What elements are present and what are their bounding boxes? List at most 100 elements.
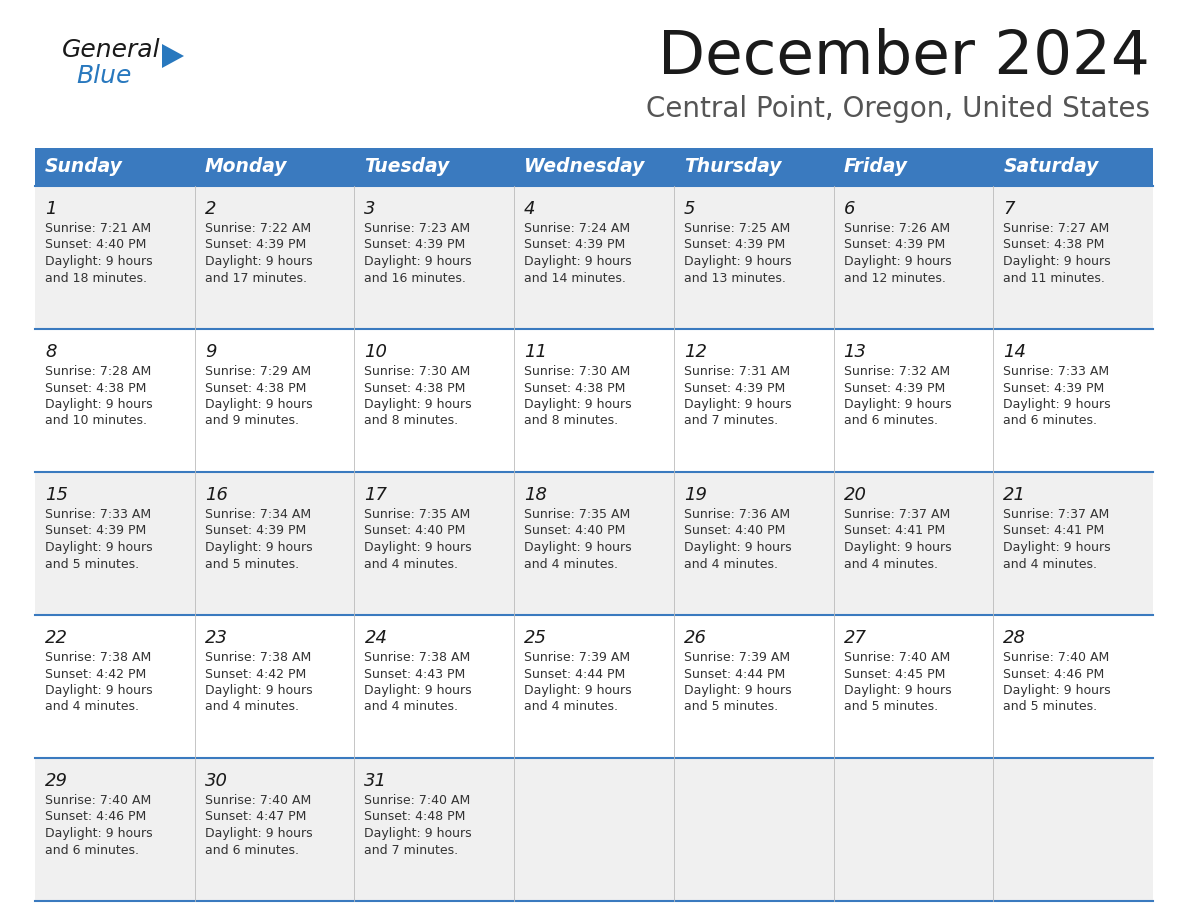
Text: Sunrise: 7:38 AM: Sunrise: 7:38 AM: [365, 651, 470, 664]
Text: 13: 13: [843, 343, 866, 361]
Text: Sunrise: 7:40 AM: Sunrise: 7:40 AM: [1004, 651, 1110, 664]
Text: Daylight: 9 hours: Daylight: 9 hours: [365, 827, 472, 840]
Text: Daylight: 9 hours: Daylight: 9 hours: [365, 398, 472, 411]
Text: and 6 minutes.: and 6 minutes.: [45, 844, 139, 856]
Text: Daylight: 9 hours: Daylight: 9 hours: [204, 827, 312, 840]
Text: Sunset: 4:39 PM: Sunset: 4:39 PM: [684, 382, 785, 395]
Text: Sunset: 4:43 PM: Sunset: 4:43 PM: [365, 667, 466, 680]
Text: and 4 minutes.: and 4 minutes.: [524, 700, 618, 713]
Text: Sunrise: 7:39 AM: Sunrise: 7:39 AM: [524, 651, 631, 664]
Text: 19: 19: [684, 486, 707, 504]
Bar: [34, 758, 1154, 901]
Text: Daylight: 9 hours: Daylight: 9 hours: [204, 255, 312, 268]
Text: Sunset: 4:41 PM: Sunset: 4:41 PM: [1004, 524, 1105, 538]
Text: and 5 minutes.: and 5 minutes.: [684, 700, 778, 713]
Bar: [834, 148, 993, 186]
Text: and 4 minutes.: and 4 minutes.: [365, 557, 459, 570]
Text: Sunset: 4:44 PM: Sunset: 4:44 PM: [524, 667, 625, 680]
Text: Daylight: 9 hours: Daylight: 9 hours: [1004, 398, 1111, 411]
Text: Daylight: 9 hours: Daylight: 9 hours: [524, 541, 632, 554]
Text: and 4 minutes.: and 4 minutes.: [524, 557, 618, 570]
Text: Sunset: 4:38 PM: Sunset: 4:38 PM: [524, 382, 626, 395]
Text: 1: 1: [45, 200, 57, 218]
Text: and 12 minutes.: and 12 minutes.: [843, 272, 946, 285]
Text: 14: 14: [1004, 343, 1026, 361]
Text: Daylight: 9 hours: Daylight: 9 hours: [204, 684, 312, 697]
Text: and 6 minutes.: and 6 minutes.: [1004, 415, 1098, 428]
Text: 24: 24: [365, 629, 387, 647]
Text: Sunset: 4:38 PM: Sunset: 4:38 PM: [204, 382, 307, 395]
Text: and 10 minutes.: and 10 minutes.: [45, 415, 147, 428]
Text: Sunrise: 7:39 AM: Sunrise: 7:39 AM: [684, 651, 790, 664]
Text: Daylight: 9 hours: Daylight: 9 hours: [524, 684, 632, 697]
Text: Sunset: 4:41 PM: Sunset: 4:41 PM: [843, 524, 944, 538]
Text: Sunset: 4:39 PM: Sunset: 4:39 PM: [684, 239, 785, 252]
Text: Blue: Blue: [76, 64, 132, 88]
Text: Sunrise: 7:26 AM: Sunrise: 7:26 AM: [843, 222, 949, 235]
Text: Sunset: 4:42 PM: Sunset: 4:42 PM: [204, 667, 307, 680]
Text: Friday: Friday: [843, 158, 908, 176]
Text: Sunset: 4:39 PM: Sunset: 4:39 PM: [1004, 382, 1105, 395]
Text: Daylight: 9 hours: Daylight: 9 hours: [843, 684, 952, 697]
Text: and 4 minutes.: and 4 minutes.: [1004, 557, 1098, 570]
Bar: [354, 148, 514, 186]
Text: and 5 minutes.: and 5 minutes.: [45, 557, 139, 570]
Text: 17: 17: [365, 486, 387, 504]
Text: Daylight: 9 hours: Daylight: 9 hours: [843, 541, 952, 554]
Text: Sunset: 4:40 PM: Sunset: 4:40 PM: [365, 524, 466, 538]
Text: Sunrise: 7:28 AM: Sunrise: 7:28 AM: [45, 365, 151, 378]
Text: Sunset: 4:45 PM: Sunset: 4:45 PM: [843, 667, 944, 680]
Text: Daylight: 9 hours: Daylight: 9 hours: [843, 255, 952, 268]
Text: 20: 20: [843, 486, 866, 504]
Text: and 14 minutes.: and 14 minutes.: [524, 272, 626, 285]
Text: and 5 minutes.: and 5 minutes.: [204, 557, 299, 570]
Text: Daylight: 9 hours: Daylight: 9 hours: [45, 255, 152, 268]
Text: 31: 31: [365, 772, 387, 790]
Text: Sunset: 4:44 PM: Sunset: 4:44 PM: [684, 667, 785, 680]
Text: Thursday: Thursday: [684, 158, 782, 176]
Text: 8: 8: [45, 343, 57, 361]
Polygon shape: [162, 44, 184, 68]
Text: 18: 18: [524, 486, 548, 504]
Bar: [674, 148, 834, 186]
Text: Daylight: 9 hours: Daylight: 9 hours: [524, 398, 632, 411]
Text: Daylight: 9 hours: Daylight: 9 hours: [45, 827, 152, 840]
Text: Daylight: 9 hours: Daylight: 9 hours: [1004, 541, 1111, 554]
Text: Sunset: 4:46 PM: Sunset: 4:46 PM: [1004, 667, 1105, 680]
Text: Sunrise: 7:34 AM: Sunrise: 7:34 AM: [204, 508, 311, 521]
Text: 22: 22: [45, 629, 68, 647]
Text: and 8 minutes.: and 8 minutes.: [365, 415, 459, 428]
Text: Sunrise: 7:23 AM: Sunrise: 7:23 AM: [365, 222, 470, 235]
Text: Sunset: 4:46 PM: Sunset: 4:46 PM: [45, 811, 146, 823]
Text: Sunrise: 7:40 AM: Sunrise: 7:40 AM: [45, 794, 151, 807]
Text: Daylight: 9 hours: Daylight: 9 hours: [684, 684, 791, 697]
Text: Sunset: 4:39 PM: Sunset: 4:39 PM: [524, 239, 625, 252]
Text: Monday: Monday: [204, 158, 287, 176]
Text: December 2024: December 2024: [658, 28, 1150, 87]
Text: Sunset: 4:40 PM: Sunset: 4:40 PM: [684, 524, 785, 538]
Bar: [34, 186, 1154, 329]
Text: 30: 30: [204, 772, 228, 790]
Text: Sunrise: 7:36 AM: Sunrise: 7:36 AM: [684, 508, 790, 521]
Text: 5: 5: [684, 200, 695, 218]
Text: Daylight: 9 hours: Daylight: 9 hours: [843, 398, 952, 411]
Text: and 4 minutes.: and 4 minutes.: [204, 700, 298, 713]
Text: Daylight: 9 hours: Daylight: 9 hours: [684, 255, 791, 268]
Bar: [993, 148, 1154, 186]
Text: 29: 29: [45, 772, 68, 790]
Text: and 6 minutes.: and 6 minutes.: [843, 415, 937, 428]
Text: 25: 25: [524, 629, 548, 647]
Text: Wednesday: Wednesday: [524, 158, 645, 176]
Text: Tuesday: Tuesday: [365, 158, 450, 176]
Text: Daylight: 9 hours: Daylight: 9 hours: [684, 541, 791, 554]
Text: Daylight: 9 hours: Daylight: 9 hours: [365, 541, 472, 554]
Bar: [195, 148, 354, 186]
Text: 21: 21: [1004, 486, 1026, 504]
Text: and 18 minutes.: and 18 minutes.: [45, 272, 147, 285]
Text: 11: 11: [524, 343, 548, 361]
Text: Daylight: 9 hours: Daylight: 9 hours: [45, 541, 152, 554]
Text: Daylight: 9 hours: Daylight: 9 hours: [45, 684, 152, 697]
Text: Sunset: 4:39 PM: Sunset: 4:39 PM: [204, 239, 307, 252]
Bar: [34, 329, 1154, 472]
Text: Daylight: 9 hours: Daylight: 9 hours: [1004, 255, 1111, 268]
